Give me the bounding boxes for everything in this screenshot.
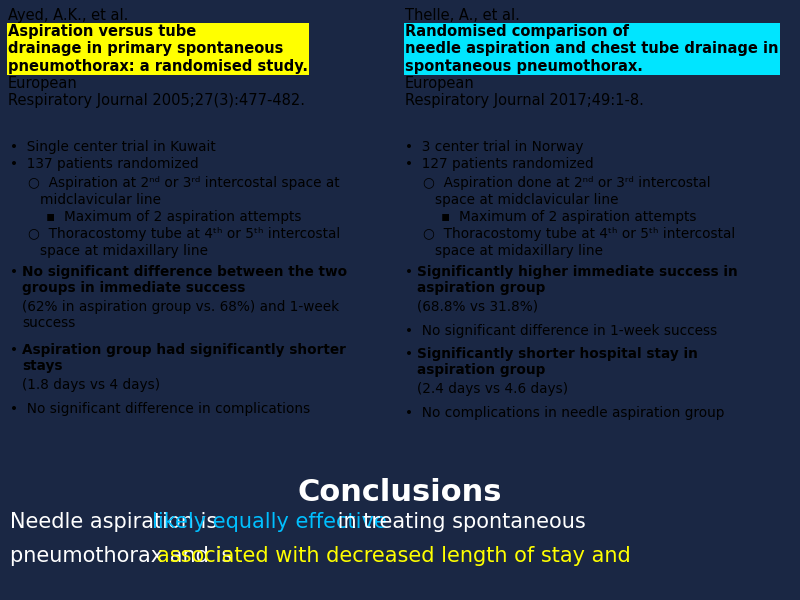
Text: space at midclavicular line: space at midclavicular line — [435, 193, 618, 207]
Text: (62% in aspiration group vs. 68%) and 1-week
success: (62% in aspiration group vs. 68%) and 1-… — [22, 300, 339, 330]
Text: Significantly shorter hospital stay in
aspiration group: Significantly shorter hospital stay in a… — [417, 347, 698, 377]
Text: •: • — [10, 343, 18, 357]
Text: •  No complications in needle aspiration group: • No complications in needle aspiration … — [405, 406, 724, 420]
Text: likely equally effective: likely equally effective — [152, 512, 386, 532]
Text: midclavicular line: midclavicular line — [40, 193, 161, 207]
Text: ○  Thoracostomy tube at 4ᵗʰ or 5ᵗʰ intercostal: ○ Thoracostomy tube at 4ᵗʰ or 5ᵗʰ interc… — [28, 227, 340, 241]
Text: •  No significant difference in complications: • No significant difference in complicat… — [10, 402, 310, 416]
Text: Aspiration group had significantly shorter
stays: Aspiration group had significantly short… — [22, 343, 346, 373]
Text: (1.8 days vs 4 days): (1.8 days vs 4 days) — [22, 378, 160, 392]
Text: •  3 center trial in Norway: • 3 center trial in Norway — [405, 140, 583, 154]
Text: Ayed, A.K., et al.: Ayed, A.K., et al. — [8, 8, 128, 23]
Text: Significantly higher immediate success in
aspiration group: Significantly higher immediate success i… — [417, 265, 738, 295]
Text: ▪  Maximum of 2 aspiration attempts: ▪ Maximum of 2 aspiration attempts — [46, 210, 302, 224]
Text: ○  Thoracostomy tube at 4ᵗʰ or 5ᵗʰ intercostal: ○ Thoracostomy tube at 4ᵗʰ or 5ᵗʰ interc… — [423, 227, 735, 241]
Text: •  Single center trial in Kuwait: • Single center trial in Kuwait — [10, 140, 216, 154]
Text: •  No significant difference in 1-week success: • No significant difference in 1-week su… — [405, 324, 718, 338]
Text: pneumothorax and is: pneumothorax and is — [10, 546, 239, 566]
Text: (68.8% vs 31.8%): (68.8% vs 31.8%) — [417, 300, 538, 314]
Text: in treating spontaneous: in treating spontaneous — [331, 512, 586, 532]
Text: •  137 patients randomized: • 137 patients randomized — [10, 157, 198, 171]
Text: ▪  Maximum of 2 aspiration attempts: ▪ Maximum of 2 aspiration attempts — [441, 210, 697, 224]
Text: Randomised comparison of
needle aspiration and chest tube drainage in
spontaneou: Randomised comparison of needle aspirati… — [405, 24, 778, 74]
Text: •: • — [405, 265, 413, 279]
Text: ○  Aspiration at 2ⁿᵈ or 3ʳᵈ intercostal space at: ○ Aspiration at 2ⁿᵈ or 3ʳᵈ intercostal s… — [28, 176, 340, 190]
Text: Aspiration versus tube
drainage in primary spontaneous
pneumothorax: a randomise: Aspiration versus tube drainage in prima… — [8, 24, 308, 74]
Text: European
Respiratory Journal 2017;49:1-8.: European Respiratory Journal 2017;49:1-8… — [405, 76, 644, 109]
Text: space at midaxillary line: space at midaxillary line — [40, 244, 208, 258]
Text: Thelle, A., et al.: Thelle, A., et al. — [405, 8, 520, 23]
Text: space at midaxillary line: space at midaxillary line — [435, 244, 603, 258]
Text: •: • — [405, 347, 413, 361]
Text: •  127 patients randomized: • 127 patients randomized — [405, 157, 594, 171]
Text: Needle aspiration is: Needle aspiration is — [10, 512, 224, 532]
Text: •: • — [10, 265, 18, 279]
Text: Conclusions: Conclusions — [298, 478, 502, 507]
Text: (2.4 days vs 4.6 days): (2.4 days vs 4.6 days) — [417, 382, 568, 396]
Text: ○  Aspiration done at 2ⁿᵈ or 3ʳᵈ intercostal: ○ Aspiration done at 2ⁿᵈ or 3ʳᵈ intercos… — [423, 176, 710, 190]
Text: European
Respiratory Journal 2005;27(3):477-482.: European Respiratory Journal 2005;27(3):… — [8, 76, 305, 109]
Text: associated with decreased length of stay and: associated with decreased length of stay… — [157, 546, 630, 566]
Text: No significant difference between the two
groups in immediate success: No significant difference between the tw… — [22, 265, 347, 295]
